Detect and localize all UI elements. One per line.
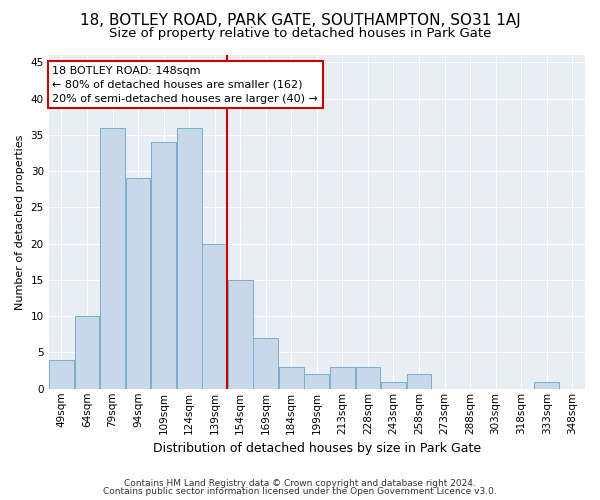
- Text: 18 BOTLEY ROAD: 148sqm
← 80% of detached houses are smaller (162)
20% of semi-de: 18 BOTLEY ROAD: 148sqm ← 80% of detached…: [52, 66, 319, 104]
- Bar: [151, 142, 176, 389]
- Bar: [381, 382, 406, 389]
- Bar: [356, 367, 380, 389]
- Bar: [125, 178, 151, 389]
- Text: Size of property relative to detached houses in Park Gate: Size of property relative to detached ho…: [109, 28, 491, 40]
- Bar: [279, 367, 304, 389]
- Text: Contains HM Land Registry data © Crown copyright and database right 2024.: Contains HM Land Registry data © Crown c…: [124, 478, 476, 488]
- Bar: [253, 338, 278, 389]
- Bar: [330, 367, 355, 389]
- Bar: [535, 382, 559, 389]
- Text: 18, BOTLEY ROAD, PARK GATE, SOUTHAMPTON, SO31 1AJ: 18, BOTLEY ROAD, PARK GATE, SOUTHAMPTON,…: [80, 12, 520, 28]
- Bar: [49, 360, 74, 389]
- Bar: [228, 280, 253, 389]
- Bar: [177, 128, 202, 389]
- Bar: [202, 244, 227, 389]
- X-axis label: Distribution of detached houses by size in Park Gate: Distribution of detached houses by size …: [153, 442, 481, 455]
- Bar: [100, 128, 125, 389]
- Bar: [407, 374, 431, 389]
- Y-axis label: Number of detached properties: Number of detached properties: [15, 134, 25, 310]
- Text: Contains public sector information licensed under the Open Government Licence v3: Contains public sector information licen…: [103, 487, 497, 496]
- Bar: [304, 374, 329, 389]
- Bar: [74, 316, 100, 389]
